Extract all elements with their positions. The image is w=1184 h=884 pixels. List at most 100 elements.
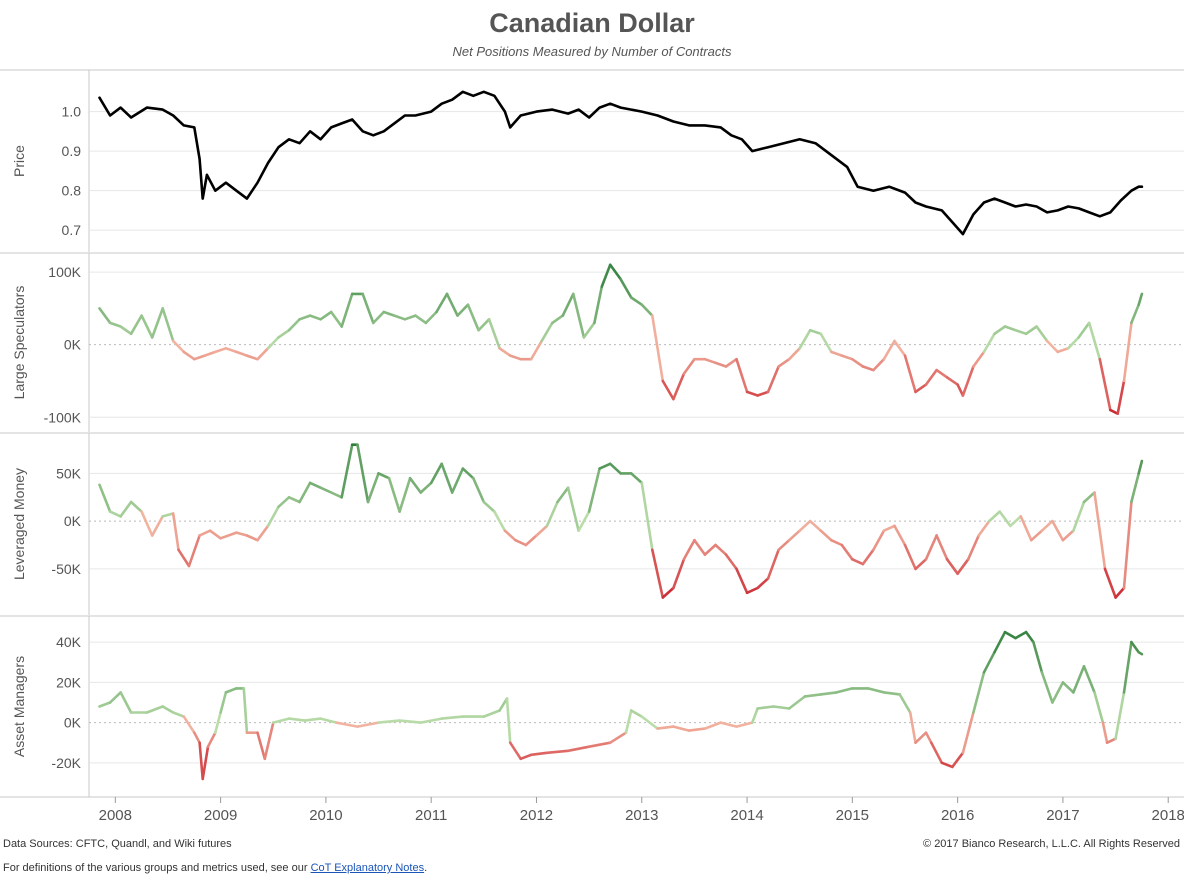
series-segment: [371, 310, 386, 325]
series-segment: [772, 705, 791, 710]
series-segment: [745, 390, 759, 397]
series-segment: [529, 339, 544, 361]
series-segment: [640, 481, 654, 552]
series-segment: [287, 717, 307, 722]
series-segment: [819, 529, 833, 542]
y-tick-label: -100K: [44, 409, 82, 425]
series-segment: [766, 365, 780, 394]
series-segment: [219, 531, 238, 540]
series-segment: [1003, 325, 1017, 332]
series-segment: [1137, 292, 1144, 307]
series-segment: [203, 350, 217, 357]
series-segment: [140, 510, 154, 537]
series-segment: [819, 332, 833, 354]
x-tick-label: 2016: [941, 807, 974, 824]
y-axis-label: Asset Managers: [11, 656, 27, 757]
series-segment: [798, 328, 812, 350]
series-segment: [1137, 650, 1144, 656]
series-segment: [440, 462, 454, 494]
series-segment: [935, 368, 949, 379]
series-segment: [735, 721, 754, 728]
series-segment: [756, 390, 770, 397]
x-tick-label: 2013: [625, 807, 658, 824]
y-tick-label: -50K: [51, 561, 81, 577]
series-segment: [256, 524, 270, 542]
series-segment: [435, 292, 449, 314]
series-segment: [598, 462, 612, 470]
series-segment: [408, 476, 423, 494]
series-segment: [356, 721, 380, 728]
series-segment: [329, 491, 344, 499]
x-tick-label: 2011: [415, 807, 447, 824]
series-segment: [861, 365, 875, 372]
series-segment: [829, 350, 844, 357]
series-segment: [361, 292, 375, 325]
series-segment: [298, 314, 312, 321]
series-segment: [850, 557, 865, 566]
series-segment: [808, 519, 823, 533]
series-segment: [329, 310, 344, 328]
series-segment: [608, 263, 623, 281]
series-segment: [629, 472, 644, 485]
series-segment: [819, 691, 838, 696]
series-segment: [1008, 515, 1023, 528]
series-segment: [1040, 519, 1054, 533]
series-segment: [893, 524, 907, 547]
y-tick-label: 100K: [48, 264, 81, 280]
series-segment: [1077, 321, 1091, 339]
series-segment: [1045, 339, 1059, 354]
series-segment: [182, 350, 196, 361]
series-segment: [487, 317, 501, 350]
series-segment: [224, 346, 238, 354]
series-segment: [935, 534, 949, 561]
series-segment: [356, 443, 370, 504]
series-segment: [1130, 472, 1140, 504]
cot-notes-link[interactable]: CoT Explanatory Notes: [310, 862, 425, 874]
series-segment: [750, 707, 759, 724]
series-segment: [298, 481, 312, 504]
series-segment: [277, 328, 291, 339]
series-segment: [714, 543, 728, 556]
series-segment: [929, 741, 944, 765]
series-segment: [998, 510, 1012, 528]
series-segment: [914, 557, 928, 571]
series-segment: [482, 709, 501, 718]
series-segment: [1030, 529, 1044, 542]
series-segment: [319, 486, 333, 494]
series-segment: [972, 350, 986, 368]
series-segment: [1035, 325, 1049, 343]
y-tick-label: 20K: [56, 674, 82, 690]
series-segment: [861, 548, 875, 566]
chart-title: Canadian Dollar: [489, 8, 695, 38]
series-segment: [119, 691, 133, 714]
series-segment: [1093, 491, 1107, 571]
series-segment: [319, 310, 333, 321]
x-tick-label: 2010: [309, 807, 342, 824]
series-segment: [545, 749, 570, 755]
series-segment: [1130, 640, 1140, 654]
series-segment: [198, 741, 204, 781]
series-segment: [508, 354, 523, 361]
y-axis-label: Price: [11, 145, 27, 177]
x-tick-label: 2015: [836, 807, 869, 824]
series-segment: [908, 711, 917, 745]
series-segment: [335, 721, 359, 728]
y-tick-label: 0K: [64, 715, 82, 731]
series-segment: [966, 534, 981, 561]
panel-large-speculators: -100K 0K 100K Large Speculators: [0, 252, 1184, 432]
series-segment: [840, 543, 854, 561]
series-segment: [1137, 459, 1144, 475]
series-segment: [703, 721, 723, 730]
series-segment: [193, 731, 201, 745]
series-segment: [924, 731, 933, 745]
panel-leveraged-money: -50K 0K 50K Leveraged Money: [0, 432, 1184, 615]
series-segment: [566, 486, 580, 533]
series-segment: [993, 630, 1007, 654]
series-segment: [129, 314, 143, 336]
series-segment: [1103, 567, 1117, 599]
series-segment: [377, 472, 391, 480]
series-segment: [414, 314, 428, 325]
series-segment: [440, 715, 465, 720]
series-segment: [882, 339, 896, 361]
series-segment: [498, 697, 509, 712]
